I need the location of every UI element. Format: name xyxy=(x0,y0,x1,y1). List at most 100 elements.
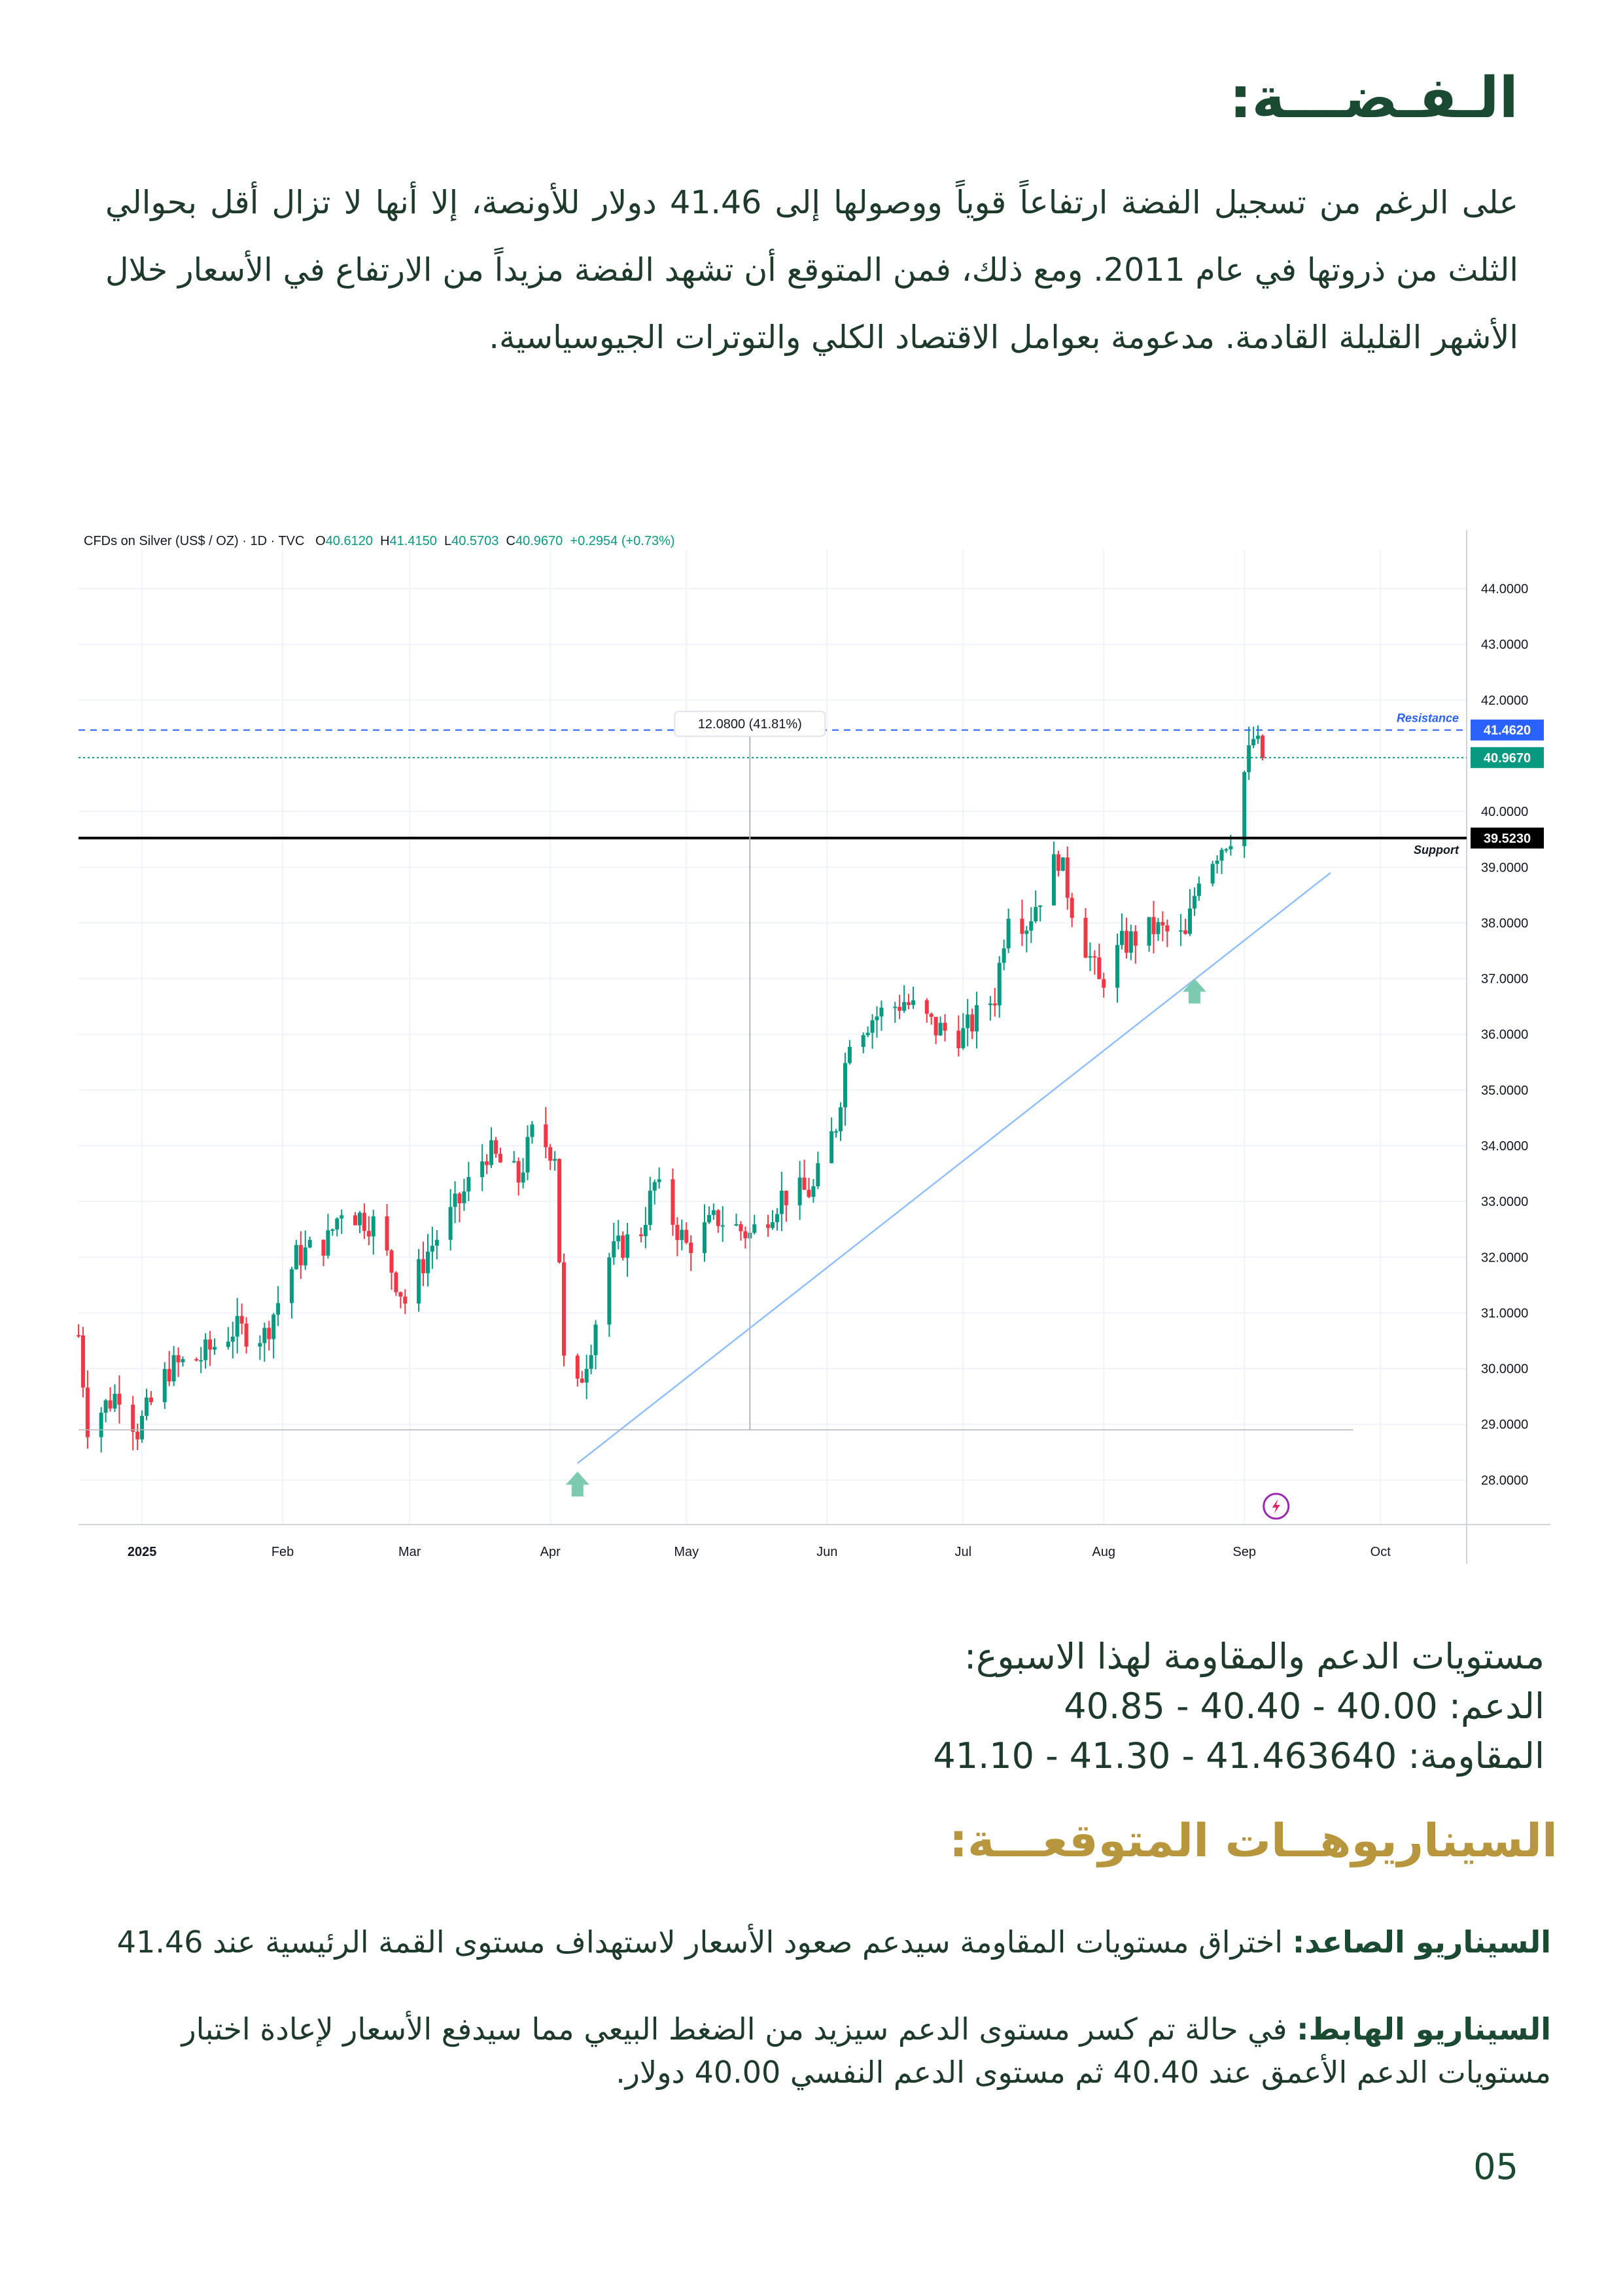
candle-body xyxy=(584,1369,589,1383)
bullish-scenario-text: اختراق مستويات المقاومة سيدعم صعود الأسع… xyxy=(116,1924,1293,1960)
candle-body xyxy=(321,1239,326,1256)
candle-body xyxy=(966,1014,970,1029)
y-tick-label: 43.0000 xyxy=(1481,638,1528,652)
candle-body xyxy=(1038,905,1043,908)
measure-label-box xyxy=(674,711,826,737)
candle-body xyxy=(462,1191,466,1203)
candle-body xyxy=(135,1432,140,1439)
candle-body xyxy=(525,1137,530,1173)
candle-body xyxy=(865,1033,870,1036)
x-tick-label: Jul xyxy=(954,1545,971,1559)
candle-body xyxy=(294,1245,298,1269)
bullish-scenario: السيناريو الصاعد: اختراق مستويات المقاوم… xyxy=(66,1920,1551,1964)
candle-body xyxy=(1156,922,1161,934)
up-arrow-icon xyxy=(1182,978,1206,1004)
candle-body xyxy=(711,1210,716,1215)
candle-body xyxy=(797,1177,802,1206)
x-tick-label: Mar xyxy=(398,1545,421,1559)
support-label: الدعم: xyxy=(1448,1686,1544,1727)
candle-body xyxy=(975,1005,979,1032)
candle-body xyxy=(530,1124,534,1137)
y-tick-label: 42.0000 xyxy=(1481,694,1528,708)
up-arrow-icon xyxy=(565,1472,589,1497)
candle-body xyxy=(544,1124,548,1148)
candle-body xyxy=(1161,922,1165,926)
candle-body xyxy=(113,1394,117,1409)
candle-body xyxy=(1151,917,1156,934)
candle-body xyxy=(230,1336,235,1342)
chart-title: CFDs on Silver (US$ / OZ) · 1D · TVC xyxy=(84,534,305,548)
candle-body xyxy=(421,1259,426,1273)
candle-body xyxy=(898,1006,902,1011)
candle-body xyxy=(743,1231,748,1239)
candle-body xyxy=(771,1222,775,1228)
candle-body xyxy=(616,1235,621,1242)
candle-body xyxy=(366,1231,371,1237)
resistance-levels: المقاومة: 41.10 - 41.30 - 41.463640 xyxy=(933,1735,1544,1776)
x-tick-label: May xyxy=(674,1545,699,1559)
candle-body xyxy=(1020,919,1024,934)
candle-body xyxy=(244,1323,249,1347)
level-price-tag xyxy=(1471,827,1544,849)
candle-body xyxy=(1196,883,1201,896)
candle-body xyxy=(1247,745,1251,773)
candle-body xyxy=(330,1229,335,1231)
candle-body xyxy=(1229,846,1233,849)
candle-body xyxy=(1260,735,1265,758)
lightning-icon xyxy=(1272,1499,1280,1513)
resistance-label: Resistance xyxy=(1397,712,1459,725)
candle-body xyxy=(643,1224,648,1237)
candle-body xyxy=(802,1177,807,1190)
y-tick-label: 30.0000 xyxy=(1481,1362,1528,1377)
section-title: الـفـضـــة: xyxy=(1229,65,1518,131)
candle-body xyxy=(485,1161,489,1165)
candle-body xyxy=(1187,908,1192,934)
candle-body xyxy=(1083,917,1088,958)
candle-body xyxy=(235,1316,239,1337)
scenarios-title: السيناريوهــات المتوقعـــة: xyxy=(949,1814,1558,1867)
candle-body xyxy=(203,1339,208,1360)
candle-body xyxy=(371,1216,375,1237)
trend-line xyxy=(577,872,1331,1464)
bearish-scenario-text: في حالة تم كسر مستوى الدعم سيزيد من الضغ… xyxy=(181,2011,1551,2090)
candle-body xyxy=(548,1147,553,1161)
candle-body xyxy=(775,1214,779,1222)
candle-body xyxy=(702,1222,707,1253)
candle-body xyxy=(766,1224,771,1228)
candle-body xyxy=(734,1224,739,1226)
candle-body xyxy=(907,1002,911,1005)
chart-header: CFDs on Silver (US$ / OZ) · 1D · TVC O40… xyxy=(84,534,675,549)
candle-body xyxy=(929,1014,934,1017)
candle-body xyxy=(1219,849,1224,861)
y-tick-label: 37.0000 xyxy=(1481,972,1528,987)
candle-body xyxy=(171,1355,176,1382)
candle-body xyxy=(357,1212,362,1226)
y-tick-label: 40.0000 xyxy=(1481,805,1528,819)
candle-body xyxy=(589,1355,593,1369)
candle-body xyxy=(176,1355,181,1362)
candle-body xyxy=(448,1207,453,1240)
ohlc-open: 40.6120 xyxy=(325,534,373,548)
candle-body xyxy=(562,1262,567,1356)
candle-body xyxy=(480,1161,485,1177)
candle-body xyxy=(580,1378,584,1383)
candle-body xyxy=(625,1234,630,1258)
y-tick-label: 36.0000 xyxy=(1481,1028,1528,1042)
x-tick-label: Oct xyxy=(1370,1545,1391,1559)
candle-body xyxy=(1006,919,1011,949)
candle-body xyxy=(1128,931,1133,953)
candle-body xyxy=(199,1360,203,1362)
candle-body xyxy=(362,1212,366,1231)
candle-body xyxy=(1192,896,1196,909)
candle-body xyxy=(689,1243,693,1253)
resistance-label: المقاومة: xyxy=(1408,1735,1544,1776)
x-tick-label: Aug xyxy=(1092,1545,1115,1559)
candle-body xyxy=(1092,956,1097,958)
candle-body xyxy=(1088,956,1092,958)
candle-body xyxy=(489,1140,494,1165)
page-number: 05 xyxy=(1473,2146,1518,2187)
candle-body xyxy=(1224,849,1229,851)
candle-body xyxy=(226,1341,230,1347)
candle-body xyxy=(1060,857,1065,871)
candle-body xyxy=(498,1154,502,1163)
